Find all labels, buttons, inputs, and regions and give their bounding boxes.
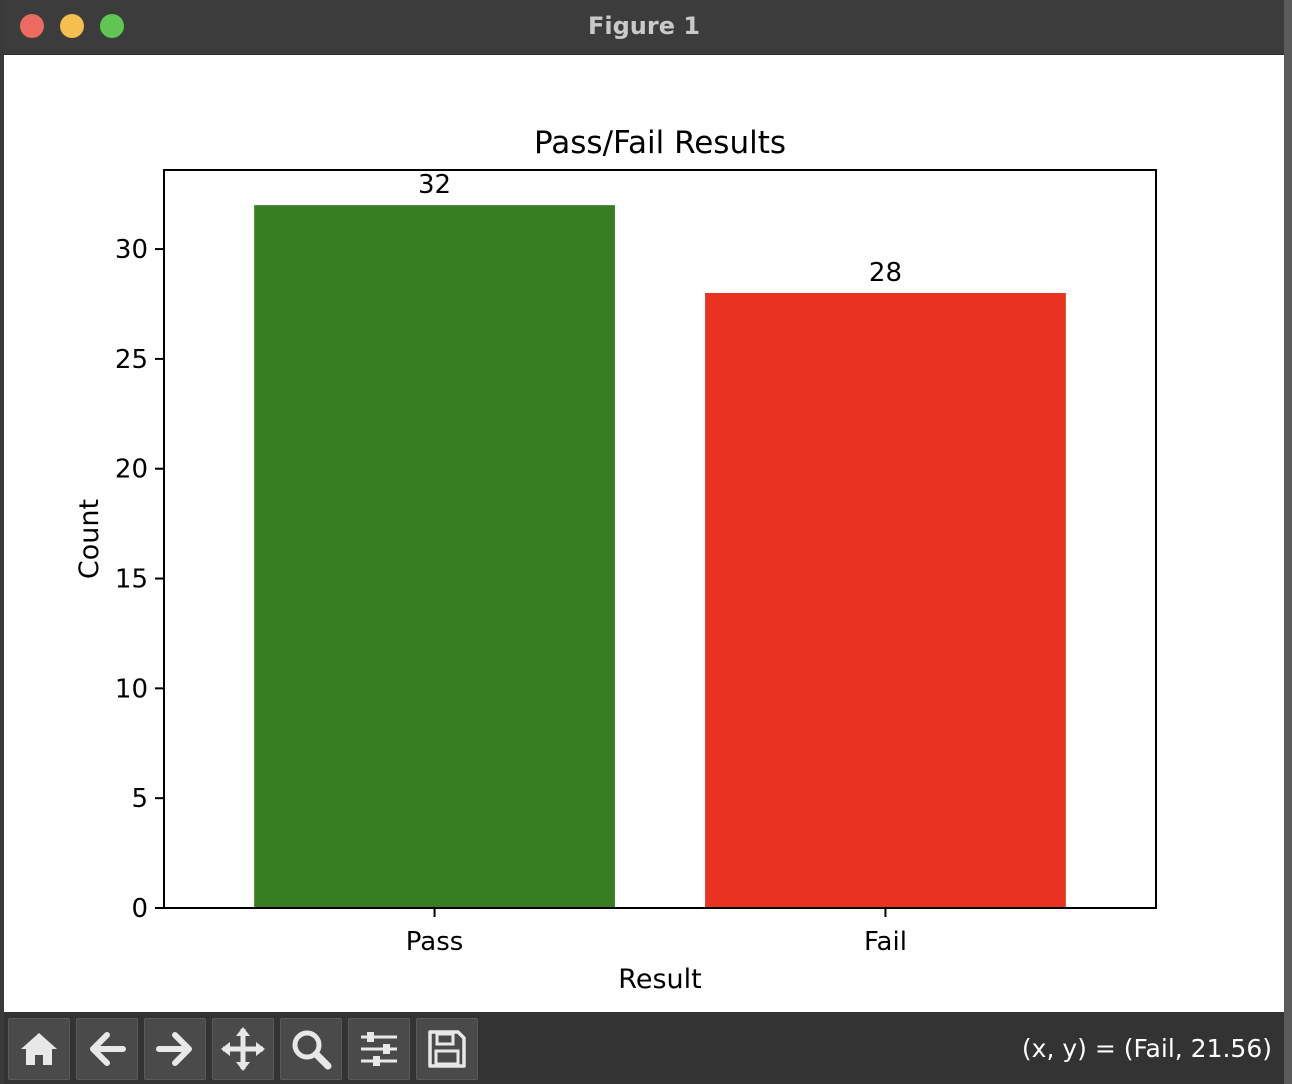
figure-window: Figure 1 32 28 0 5 10 15 20 25 30 Pass Fail Pass/Fa… — [4, 0, 1284, 1084]
zoom-button[interactable] — [280, 1018, 342, 1080]
x-axis-label: Result — [618, 964, 701, 995]
forward-button[interactable] — [144, 1018, 206, 1080]
arrow-right-icon — [156, 1032, 192, 1066]
y-tick-label: 5 — [131, 784, 148, 814]
cursor-coordinates: (x, y) = (Fail, 21.56) — [1021, 1034, 1272, 1063]
home-button[interactable] — [8, 1018, 70, 1080]
y-tick-label: 20 — [115, 455, 148, 485]
background-edge — [1284, 0, 1292, 1084]
bar-fail — [705, 293, 1066, 908]
y-tick-label: 0 — [131, 894, 148, 924]
configure-subplots-button[interactable] — [348, 1018, 410, 1080]
chart-title: Pass/Fail Results — [534, 125, 786, 161]
navigation-toolbar: (x, y) = (Fail, 21.56) — [4, 1012, 1284, 1084]
sliders-icon — [361, 1032, 397, 1066]
minimize-window-button[interactable] — [60, 14, 84, 38]
arrow-left-icon — [90, 1032, 126, 1066]
pan-button[interactable] — [212, 1018, 274, 1080]
y-tick-label: 10 — [115, 674, 148, 704]
plot-frame — [163, 169, 1157, 909]
y-axis-label: Count — [74, 499, 105, 579]
x-tick-label: Pass — [406, 927, 464, 957]
bar-pass — [254, 205, 615, 909]
data-label: 32 — [418, 170, 451, 200]
save-button[interactable] — [416, 1018, 478, 1080]
x-tick-label: Fail — [864, 927, 907, 957]
maximize-window-button[interactable] — [100, 14, 124, 38]
search-icon — [292, 1030, 332, 1070]
close-window-button[interactable] — [20, 14, 44, 38]
save-icon — [428, 1030, 466, 1068]
title-bar: Figure 1 — [4, 0, 1284, 55]
data-label: 28 — [869, 258, 902, 288]
y-tick-label: 15 — [115, 565, 148, 595]
home-icon — [21, 1033, 57, 1065]
figure-canvas[interactable]: 32 28 0 5 10 15 20 25 30 Pass Fail Pass/Fail Result… — [4, 55, 1284, 1012]
y-tick-label: 30 — [115, 235, 148, 265]
move-icon — [221, 1027, 265, 1071]
y-tick-label: 25 — [115, 345, 148, 375]
back-button[interactable] — [76, 1018, 138, 1080]
window-title: Figure 1 — [587, 12, 701, 40]
bar-chart: 32 28 0 5 10 15 20 25 30 Pass Fail Pass/Fail Result… — [74, 125, 1157, 995]
